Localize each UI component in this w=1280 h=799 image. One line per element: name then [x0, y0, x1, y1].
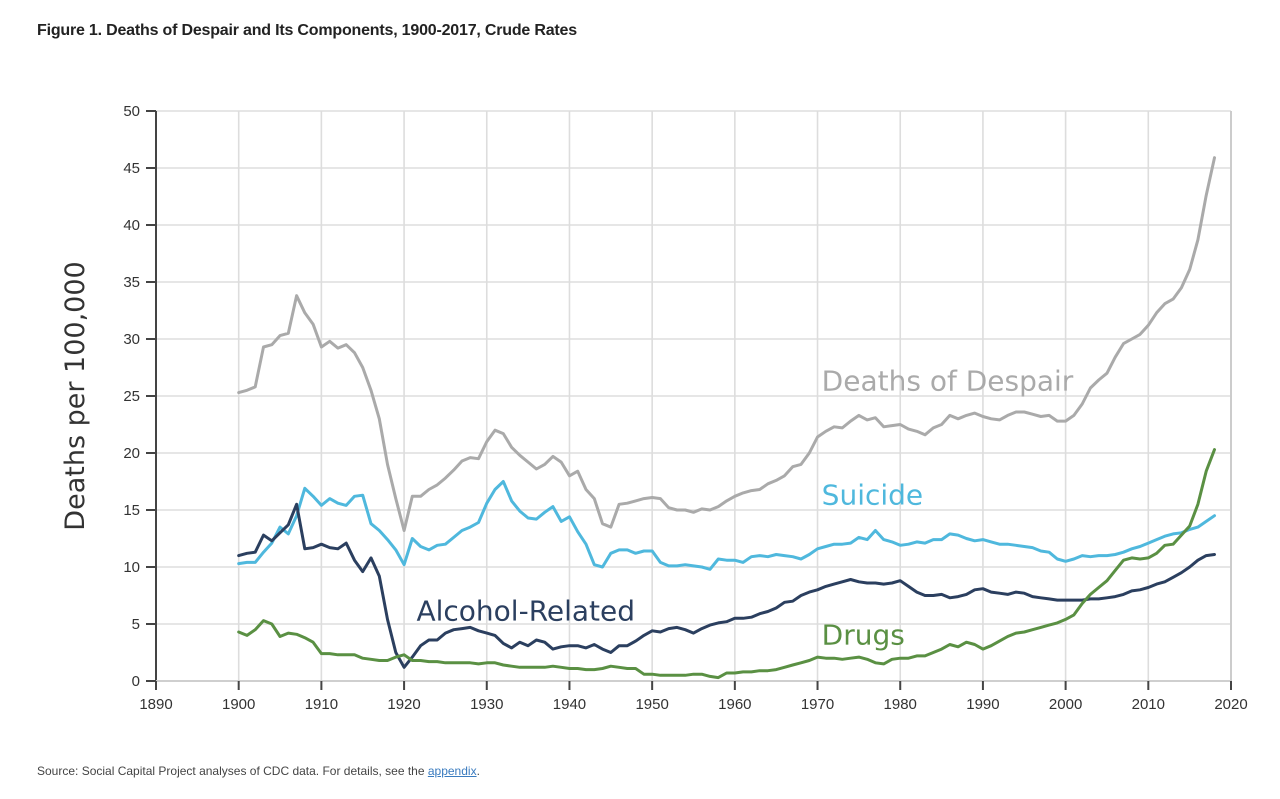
x-tick-label: 1890: [139, 696, 172, 713]
x-tick-label: 1970: [801, 696, 834, 713]
series-line-alcohol-related: [237, 502, 1216, 669]
series-label-suicide: Suicide: [822, 478, 923, 511]
y-tick-label: 30: [123, 331, 140, 348]
series-label-deaths-of-despair: Deaths of Despair: [822, 364, 1074, 397]
x-tick-label: 1920: [387, 696, 420, 713]
axes: 0 5 10 15 20 25 30 35 40 45 50 1890 1900 1910 1920 1930…: [123, 103, 1247, 713]
y-axis-title: Deaths per 100,000: [60, 261, 91, 530]
y-tick-label: 0: [132, 673, 140, 690]
figure-title: Figure 1. Deaths of Despair and Its Comp…: [37, 22, 577, 39]
source-text: Source: Social Capital Project analyses …: [37, 764, 428, 778]
y-tick-label: 10: [123, 559, 140, 576]
x-tick-label: 1950: [635, 696, 668, 713]
x-tick-label: 1940: [553, 696, 586, 713]
x-tick-label: 2000: [1049, 696, 1082, 713]
series-label-drugs: Drugs: [822, 619, 905, 652]
x-tick-label: 1960: [718, 696, 751, 713]
source-suffix: .: [476, 764, 480, 778]
y-tick-label: 15: [123, 502, 140, 519]
series-label-alcohol-related: Alcohol-Related: [416, 595, 635, 628]
series-line-suicide: [237, 480, 1216, 571]
y-tick-label: 50: [123, 103, 140, 120]
x-tick-label: 1980: [884, 696, 917, 713]
x-tick-label: 1910: [305, 696, 338, 713]
y-tick-label: 45: [123, 160, 140, 177]
y-tick-label: 25: [123, 388, 140, 405]
x-tick-label: 1900: [222, 696, 255, 713]
series-labels: Deaths of Despair Suicide Alcohol-Related D…: [416, 364, 1073, 651]
y-tick-label: 5: [132, 616, 140, 633]
x-tick-label: 1930: [470, 696, 503, 713]
x-tick-label: 2020: [1214, 696, 1247, 713]
gridlines: [156, 110, 1232, 681]
series-line-drugs: [237, 448, 1216, 680]
y-tick-label: 40: [123, 217, 140, 234]
source-note: Source: Social Capital Project analyses …: [37, 764, 480, 778]
x-tick-label: 2010: [1132, 696, 1165, 713]
series-line-deaths-of-despair: [237, 156, 1216, 532]
appendix-link[interactable]: appendix: [427, 764, 477, 778]
series-lines: [237, 156, 1216, 680]
y-tick-label: 35: [123, 274, 140, 291]
x-tick-label: 1990: [966, 696, 999, 713]
y-tick-label: 20: [123, 445, 140, 462]
